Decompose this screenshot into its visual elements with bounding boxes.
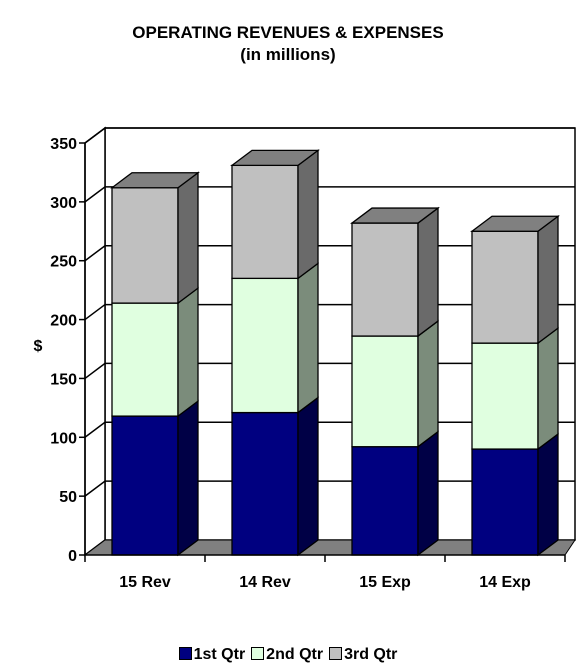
y-tick-label-0: 0 [68,548,77,565]
bar-0-2 [110,171,200,305]
gridline-6 [84,186,575,203]
legend-item-2: 3rd Qtr [329,646,397,664]
bar-top-1 [230,149,320,167]
bar-top-0 [110,172,200,189]
chart-axes: 0 50 100 150 200 250 300 350 15 Rev 14 Rev 15 Exp 1… [50,136,566,591]
y-tick-label-6: 300 [50,195,77,212]
bar-side-3-1 [537,326,559,451]
bar-3-0 [471,432,559,557]
y-tick-label-4: 200 [50,313,77,330]
bar-front-2-0 [351,446,419,556]
bar-1-0 [231,396,319,557]
x-tick-label-3: 14 Exp [479,574,531,591]
bar-front-3-0 [471,448,539,556]
bar-side-0-1 [177,286,199,418]
y-tick-label-7: 350 [50,136,77,153]
bar-side-2-0 [417,430,439,557]
bar-2-0 [351,430,439,557]
bar-side-1-0 [297,396,319,557]
bar-top-3 [470,215,560,232]
bar-front-1-2 [231,164,299,280]
x-tick-label-1: 14 Rev [239,574,291,591]
bar-side-1-1 [297,262,319,414]
legend-item-0: 1st Qtr [178,646,246,664]
y-tick-label-1: 50 [59,489,77,506]
bar-side-0-2 [177,171,199,305]
bar-2-1 [351,319,439,449]
bar-front-1-0 [231,411,299,556]
legend-swatch-0 [178,647,192,660]
bar-side-2-1 [417,319,439,449]
y-axis-label: $ [34,338,43,355]
bar-front-3-2 [471,230,539,344]
bar-top-2 [350,207,440,224]
x-tick-label-0: 15 Rev [119,574,171,591]
bar-0-1 [111,286,199,418]
bar-side-3-2 [537,214,559,345]
bar-front-0-1 [111,302,179,417]
y-tick-label-2: 100 [50,430,77,447]
legend-swatch-2 [329,647,343,660]
bar-front-1-1 [231,277,299,414]
bar-front-2-2 [351,222,419,337]
legend-swatch-1 [251,647,265,660]
legend-item-1: 2nd Qtr [251,646,323,664]
bar-side-3-0 [537,432,559,557]
bar-front-0-0 [111,415,179,556]
chart-subtitle: (in millions) [240,45,336,64]
chart-bars [110,149,560,557]
bar-1-1 [231,262,319,414]
bar-1-2 [230,149,320,280]
bar-side-2-2 [417,206,439,338]
bar-3-1 [471,326,559,451]
legend-label-1: 2nd Qtr [266,646,324,663]
bar-front-0-2 [111,187,179,304]
chart-title: OPERATING REVENUES & EXPENSES (in millio… [0,22,576,66]
bar-front-2-1 [351,335,419,448]
bar-side-0-0 [177,399,199,557]
bar-front-3-1 [471,342,539,450]
chart-title-main: OPERATING REVENUES & EXPENSES [132,23,444,42]
legend: 1st Qtr 2nd Qtr 3rd Qtr [0,646,576,664]
x-tick-label-2: 15 Exp [359,574,411,591]
bar-2-2 [350,206,440,338]
y-tick-label-3: 150 [50,371,77,388]
gridline-7 [84,127,575,144]
bar-side-1-2 [297,149,319,280]
bar-3-2 [470,214,560,345]
y-tick-label-5: 250 [50,254,77,271]
bar-0-0 [111,399,199,557]
legend-label-0: 1st Qtr [193,646,246,663]
legend-label-2: 3rd Qtr [344,646,398,663]
side-wall [84,126,106,557]
